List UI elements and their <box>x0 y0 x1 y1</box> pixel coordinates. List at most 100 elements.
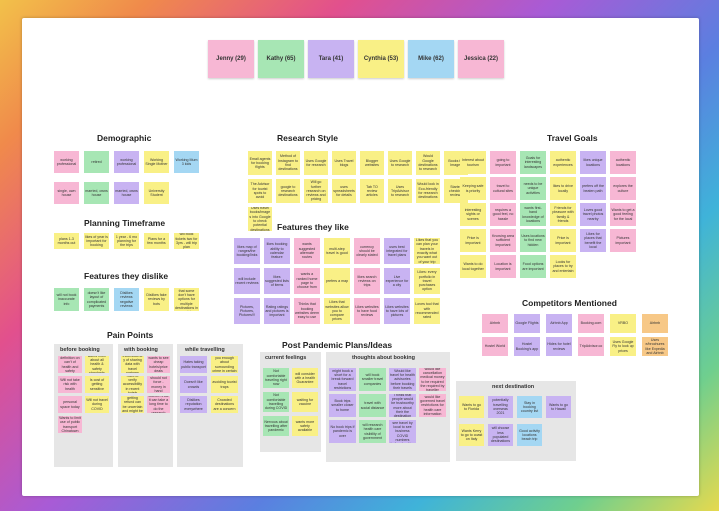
sticky-note[interactable]: Thinks that people would be trustworthy … <box>389 394 416 417</box>
sticky-note[interactable]: wants first-hand knowledge of locations <box>520 203 546 226</box>
sticky-note[interactable]: Uses travel books/images into Google to … <box>248 207 272 231</box>
sticky-note[interactable]: uses spreadsheets for details <box>332 179 356 203</box>
sticky-note[interactable]: Airbnb <box>482 314 508 333</box>
sticky-note[interactable]: likes unique locations <box>580 151 606 174</box>
sticky-note[interactable]: interesting sights or scenes <box>460 203 486 226</box>
sticky-note[interactable]: Nervous about travelling after pandemic <box>263 416 289 436</box>
sticky-note[interactable]: Likes for places that benefit the local <box>580 229 606 252</box>
sticky-note[interactable]: Hides for hotel reviews <box>546 337 572 356</box>
sticky-note[interactable]: Doesn't trust it can take a long time to… <box>147 396 170 413</box>
sticky-note[interactable]: Likes websites to have food reviews <box>354 298 380 324</box>
sticky-note[interactable]: would like cancellation medical money to… <box>419 368 446 391</box>
sticky-note[interactable]: travel to cultural sites <box>490 177 516 200</box>
sticky-note[interactable]: plans 1-3 months out <box>54 233 79 249</box>
sticky-note[interactable]: Pictures important <box>610 229 636 252</box>
sticky-note[interactable]: married, owns house <box>114 182 139 204</box>
sticky-note[interactable]: currency should be clearly stated <box>354 238 380 264</box>
sticky-note[interactable]: Airbnb <box>642 314 668 333</box>
participant-card[interactable]: Jessica (22) <box>458 40 504 78</box>
sticky-note[interactable]: likes suggested lists of items <box>264 268 290 294</box>
sticky-note[interactable]: personal space today <box>58 396 82 413</box>
sticky-note[interactable]: should not force - money in hand <box>147 376 170 393</box>
sticky-note[interactable]: will consider with a health Guarantee <box>292 368 318 388</box>
sticky-note[interactable]: working professional <box>54 151 79 173</box>
sticky-note[interactable]: will book tickets two for 3yrs - will tr… <box>174 233 199 249</box>
sticky-note[interactable]: will choose less populated destinations <box>488 424 513 446</box>
sticky-note[interactable]: Pictures, Pictures, Pictures!!! <box>234 298 260 324</box>
sticky-note[interactable]: Uses Google Fly to look up prices <box>610 337 636 356</box>
sticky-note[interactable]: University Student <box>144 182 169 204</box>
sticky-note[interactable]: Wants Kerry to go to coast on Italy <box>459 424 484 446</box>
sticky-note[interactable]: The Advisor for tourist spots to avoid <box>248 179 272 203</box>
sticky-note[interactable]: Hostel World <box>482 337 508 356</box>
sticky-note[interactable]: single, own house <box>54 182 79 204</box>
sticky-note[interactable]: Uses Google to research <box>388 151 412 175</box>
participant-card[interactable]: Jenny (29) <box>208 40 254 78</box>
sticky-note[interactable]: Hard to verify accessibility in recent h… <box>121 376 144 393</box>
sticky-note[interactable]: Looks for places to try and entertain <box>550 255 576 278</box>
sticky-note[interactable]: Wants to limit use of public transport C… <box>58 416 82 433</box>
sticky-note[interactable]: will not book inaccurate info <box>54 288 79 311</box>
sticky-note[interactable]: Likes that websites allow you to compare… <box>324 298 350 324</box>
sticky-note[interactable]: Wants to go to Florida <box>459 396 484 418</box>
sticky-note[interactable]: would like to see travel by local to see… <box>389 420 416 443</box>
sticky-note[interactable]: Email agents for booking flights <box>248 151 272 175</box>
sticky-note[interactable]: Uses TripAdvisor to research <box>388 179 412 203</box>
sticky-note[interactable]: likes map of ranges/the booking/links <box>234 238 260 264</box>
sticky-note[interactable]: doesn't like layout of complicated payme… <box>84 288 109 311</box>
sticky-note[interactable]: going to important <box>490 151 516 174</box>
sticky-note[interactable]: VRBO <box>610 314 636 333</box>
sticky-note[interactable]: Will not take risk with health <box>58 376 82 393</box>
sticky-note[interactable]: will research health care visibility of … <box>359 420 386 443</box>
sticky-note[interactable]: Keeping safe is priority <box>460 177 486 200</box>
sticky-note[interactable]: Airbnb App <box>546 314 572 333</box>
sticky-note[interactable]: Plans for a few months <box>144 233 169 249</box>
sticky-note[interactable]: Location is important <box>490 255 516 278</box>
sticky-note[interactable]: likes of year is important for booking <box>84 233 109 249</box>
sticky-note[interactable]: will book smaller travel companies <box>359 368 386 391</box>
sticky-note[interactable]: Uses Travel blogs <box>332 151 356 175</box>
sticky-note[interactable]: Dislikes reviews negative reviews <box>114 288 139 311</box>
sticky-note[interactable]: likes booking ability to calendar featur… <box>264 238 290 264</box>
sticky-note[interactable]: wants suggested alternate routes <box>294 238 320 264</box>
sticky-note[interactable]: avoiding tourist traps <box>211 376 238 393</box>
sticky-note[interactable]: waiting for vaccine <box>292 392 318 412</box>
sticky-note[interactable]: Crowded destinations are a concern <box>211 396 238 413</box>
sticky-note[interactable]: Good activity locations beach trip <box>517 424 542 446</box>
sticky-note[interactable]: Likes: every portfolio in travel purchas… <box>414 268 440 294</box>
sticky-note[interactable]: Wants to get a good feeling for the loca… <box>610 203 636 226</box>
sticky-note[interactable]: Google Flights <box>514 314 540 333</box>
sticky-note[interactable]: Will not travel during COVID <box>85 396 109 413</box>
sticky-note[interactable]: authentic experiences <box>550 151 576 174</box>
sticky-note[interactable]: Rating ratings and pictures is important <box>264 298 290 324</box>
participant-card[interactable]: Tara (41) <box>308 40 354 78</box>
sticky-note[interactable]: needs to be unique activities <box>520 177 546 200</box>
sticky-note[interactable]: likes search reviews on trips <box>354 268 380 294</box>
sticky-note[interactable]: Is cost of getting sensitive <box>85 376 109 393</box>
sticky-note[interactable]: Working Mum 3 kids <box>174 151 199 173</box>
sticky-note[interactable]: multi-step travel is good <box>324 238 350 264</box>
sticky-note[interactable]: would like governed travel restrictions … <box>419 394 446 417</box>
sticky-note[interactable]: Likes that you can plan your travels in … <box>414 238 440 264</box>
sticky-note[interactable]: Hates taking public transport <box>180 356 207 373</box>
sticky-note[interactable]: Loves good travel photos nearby <box>580 203 606 226</box>
sticky-note[interactable]: Would look in Eco-friendly for research … <box>416 179 440 203</box>
sticky-note[interactable]: Dislikes reputation everywhere <box>180 396 207 413</box>
sticky-note[interactable]: Not comfortable traveling right now <box>263 368 289 388</box>
sticky-note[interactable]: Doesn't like that some don't have option… <box>174 288 199 311</box>
sticky-note[interactable]: working professional <box>114 151 139 173</box>
sticky-note[interactable]: Knowing area sufficient important <box>490 229 516 252</box>
sticky-note[interactable]: might book a short for a break forward t… <box>329 368 356 391</box>
sticky-note[interactable]: requires a good feel, no hassle <box>490 203 516 226</box>
sticky-note[interactable]: Booking.com <box>578 314 604 333</box>
sticky-note[interactable]: TripAdvisor.co <box>578 337 604 356</box>
sticky-note[interactable]: Uses e/brochures like Expedia and Airbnb <box>642 337 668 356</box>
sticky-note[interactable]: wants to see cheap hotels/price deals <box>147 356 170 373</box>
sticky-note[interactable]: Uses locations to find new hidden <box>520 229 546 252</box>
sticky-note[interactable]: will include recent reviews <box>234 268 260 294</box>
sticky-note[interactable]: Price is important <box>460 229 486 252</box>
sticky-note[interactable]: likes to drive locally <box>550 177 576 200</box>
sticky-note[interactable]: prefers a map <box>324 268 350 294</box>
sticky-note[interactable]: Thinks getting refund can be uncertain a… <box>121 396 144 413</box>
sticky-note[interactable]: uses best integrated for travel plans <box>384 238 410 264</box>
